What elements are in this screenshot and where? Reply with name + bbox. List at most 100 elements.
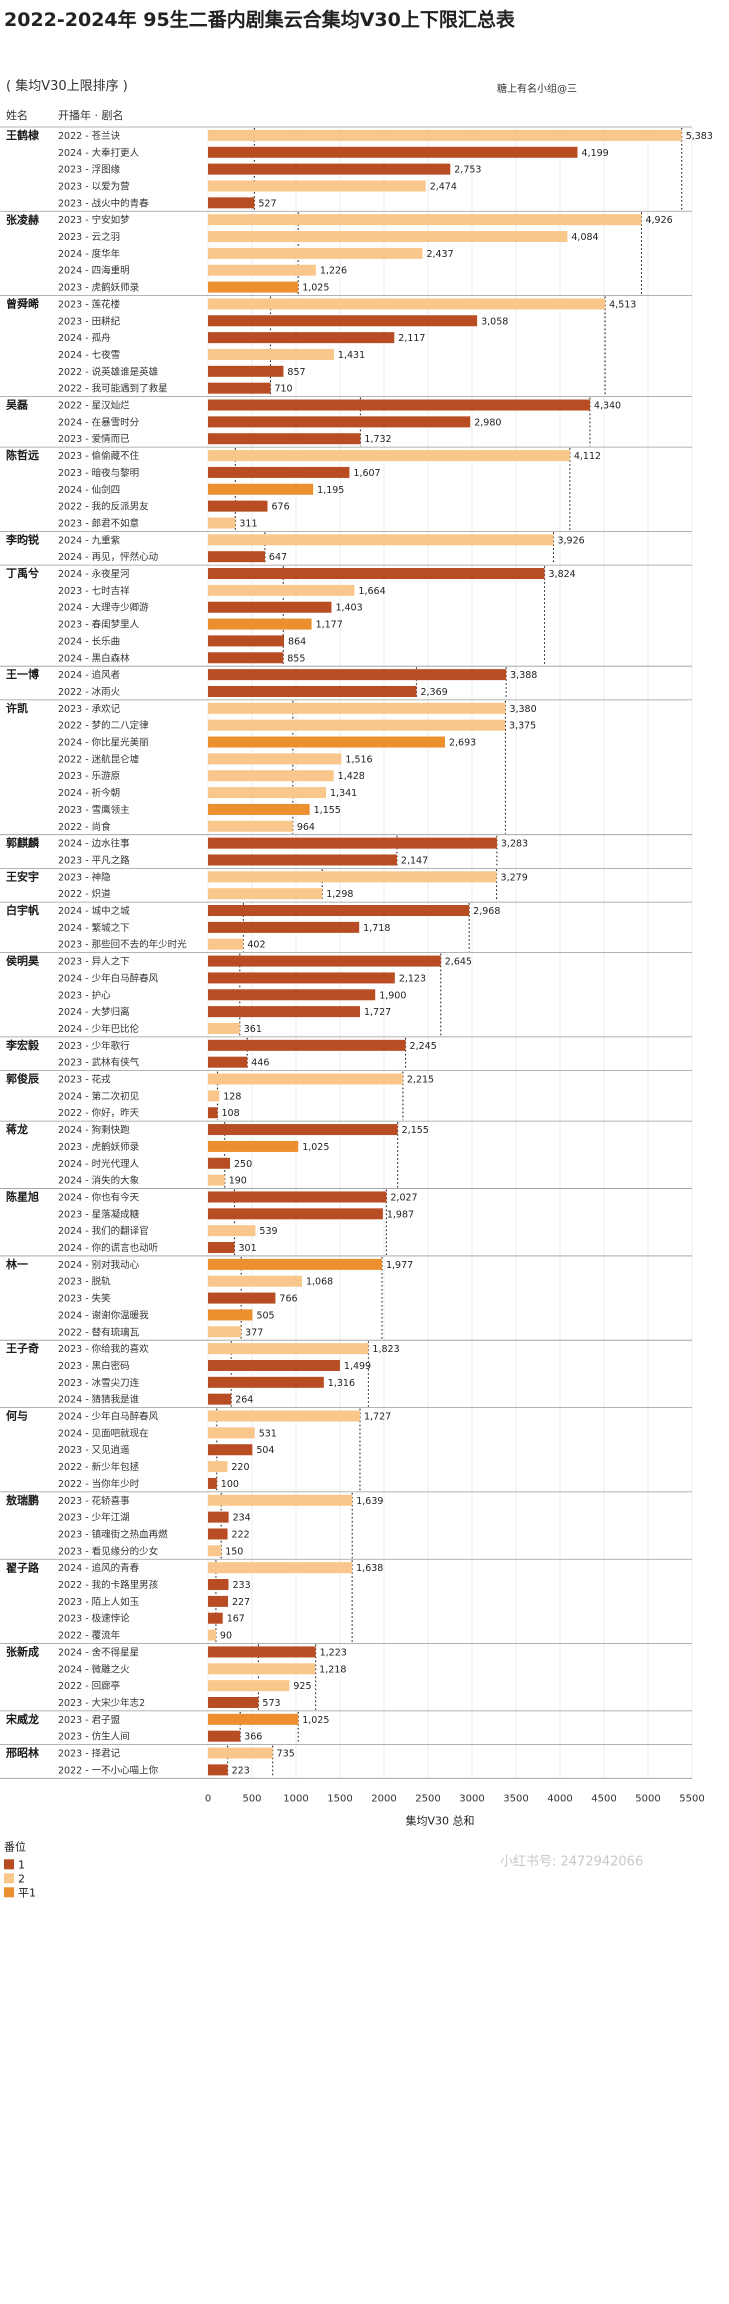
actor-name: 曾舜晞 [6,297,39,311]
x-tick-label: 3500 [503,1793,528,1804]
bar [208,1545,222,1557]
data-label: 100 [221,1479,239,1490]
data-label: 1,025 [302,1715,329,1726]
bar [208,1140,299,1152]
data-label: 3,279 [501,872,528,883]
bar [208,1663,316,1675]
drama-label: 2023 - 虎鹤妖师录 [58,282,140,294]
x-tick-label: 0 [205,1793,211,1804]
data-label: 1,068 [306,1277,333,1288]
drama-label: 2022 - 新少年包拯 [58,1461,140,1473]
legend-swatch [4,1887,14,1898]
drama-label: 2023 - 爱情而已 [58,433,130,445]
drama-label: 2023 - 花轿喜事 [58,1495,130,1507]
data-label: 1,341 [330,788,357,799]
bar [208,905,470,917]
drama-label: 2022 - 说英雄谁是英雄 [58,366,159,378]
drama-label: 2023 - 春闺梦里人 [58,619,140,631]
data-label: 3,926 [557,535,584,546]
drama-label: 2024 - 第二次初见 [58,1090,139,1102]
legend-swatch [4,1873,14,1884]
bar [208,281,299,293]
bar [208,197,255,209]
data-label: 3,824 [549,569,576,580]
drama-label: 2022 - 回廊亭 [58,1680,120,1692]
data-label: 1,403 [335,603,362,614]
data-label: 1,431 [338,350,365,361]
actor-name: 敖瑞鹏 [6,1493,39,1507]
data-label: 1,223 [320,1647,347,1658]
data-label: 1,316 [328,1378,355,1389]
actor-name: 陈星旭 [6,1190,39,1204]
bar [208,820,293,832]
actor-name: 王鹤棣 [6,128,40,142]
bar [208,618,312,630]
drama-label: 2024 - 祈今朝 [58,787,120,799]
drama-label: 2024 - 追风的青春 [58,1562,140,1574]
bar [208,399,590,411]
drama-label: 2024 - 孤舟 [58,332,111,344]
data-label: 1,177 [316,620,343,631]
drama-label: 2023 - 雪鹰领主 [58,804,130,816]
drama-label: 2024 - 大奉打更人 [58,147,140,159]
drama-label: 2023 - 你给我的喜欢 [58,1343,149,1355]
drama-label: 2022 - 你好，昨天 [58,1107,140,1119]
drama-label: 2024 - 仙剑四 [58,484,120,496]
bar [208,989,376,1001]
data-label: 1,664 [358,586,385,597]
bar [208,551,265,563]
bar [208,702,506,714]
drama-label: 2022 - 冰雨火 [58,686,121,698]
drama-label: 2024 - 大梦归离 [58,1006,130,1018]
drama-label: 2024 - 别对我动心 [58,1259,140,1271]
drama-label: 2024 - 你也有今天 [58,1191,140,1203]
bar [208,1191,387,1203]
data-label: 766 [279,1294,297,1305]
bar [208,180,426,192]
drama-label: 2023 - 护心 [58,989,111,1001]
data-label: 2,245 [410,1041,437,1052]
bar [208,1444,253,1456]
bar [208,1713,299,1725]
data-label: 4,926 [645,215,672,226]
drama-label: 2024 - 黑白森林 [58,652,130,664]
x-axis-label: 集均V30 总和 [405,1813,474,1827]
data-label: 402 [247,940,265,951]
data-label: 301 [238,1243,256,1254]
axis-layer: 0 500 1000 1500 2000 2500 3000 3500 4000 4500 5000… [205,1793,705,1827]
drama-label: 2023 - 云之羽 [58,231,120,243]
drama-label: 2022 - 尚食 [58,821,111,833]
x-tick-label: 4000 [547,1793,572,1804]
bar [208,803,310,815]
watermark-text: 小红书号: 2472942066 [500,1853,643,1869]
actor-name: 林一 [6,1257,28,1271]
drama-label: 2024 - 再见，怦然心动 [58,551,158,563]
data-label: 2,369 [420,687,447,698]
drama-label: 2023 - 择君记 [58,1748,121,1760]
data-label: 1,516 [345,754,372,765]
drama-label: 2024 - 追风者 [58,669,120,681]
drama-label: 2024 - 消失的大象 [58,1175,140,1187]
bar [208,1174,225,1186]
drama-label: 2023 - 浮图缘 [58,164,121,176]
bar [208,938,244,950]
drama-label: 2024 - 舍不得星星 [58,1646,139,1658]
data-label: 5,383 [686,131,713,142]
bar [208,1006,360,1018]
data-label: 1,195 [317,485,344,496]
drama-label: 2023 - 承欢记 [58,703,121,715]
legend-label: 1 [18,1858,25,1871]
data-label: 1,639 [356,1496,383,1507]
data-label: 311 [239,518,257,529]
bars-layer [208,128,683,1778]
data-label: 1,727 [364,1007,391,1018]
drama-label: 2024 - 我们的翻译官 [58,1225,149,1237]
data-label: 1,499 [344,1361,371,1372]
data-label: 167 [227,1614,245,1625]
drama-label: 2022 - 迷航昆仑墟 [58,753,140,765]
drama-label: 2023 - 平凡之路 [58,854,130,866]
data-label: 504 [256,1445,274,1456]
data-label: 3,380 [509,704,536,715]
drama-label: 2024 - 猜猜我是谁 [58,1394,140,1406]
bar [208,1696,259,1708]
